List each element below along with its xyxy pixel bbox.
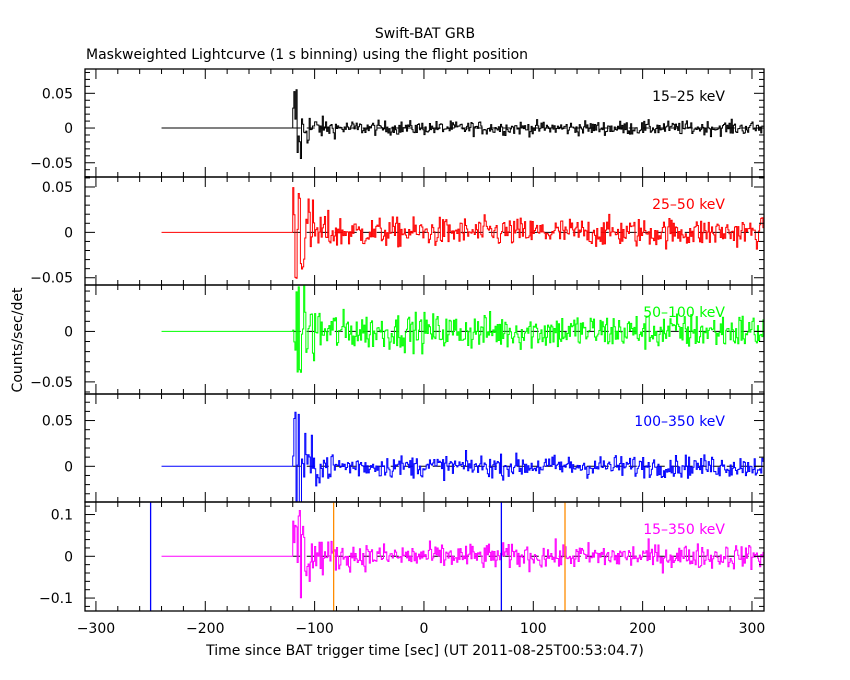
y-axis-label: Counts/sec/det <box>10 287 26 392</box>
series-line <box>161 411 764 503</box>
series-line <box>161 187 764 279</box>
panel-energy-label: 50–100 keV <box>643 305 725 321</box>
panel-frame <box>84 68 765 178</box>
y-tick-label: −0.1 <box>39 591 73 607</box>
x-tick-label: −300 <box>77 621 115 637</box>
y-tick-label: 0.1 <box>51 508 73 524</box>
panel-4: −0.1 0 0.1 15–350 keV <box>39 501 765 612</box>
y-tick-label: 0 <box>64 121 73 137</box>
y-tick-label: −0.05 <box>30 271 73 287</box>
panel-energy-label: 15–25 keV <box>652 89 725 105</box>
y-tick-label: −0.05 <box>30 375 73 391</box>
y-tick-label: 0.05 <box>42 180 73 196</box>
x-tick-label: 200 <box>629 621 656 637</box>
panel-0: −0.05 0 0.05 15–25 keV <box>30 68 765 178</box>
panel-3: 0 0.05 100–350 keV <box>42 393 765 503</box>
chart-title: Swift-BAT GRB <box>375 26 475 42</box>
y-tick-label: 0 <box>64 549 73 565</box>
series-line <box>161 284 764 373</box>
x-tick-label: 300 <box>739 621 766 637</box>
x-tick-label: −100 <box>295 621 333 637</box>
x-axis-label: Time since BAT trigger time [sec] (UT 20… <box>205 643 644 659</box>
series-line <box>161 89 764 160</box>
panel-energy-label: 15–350 keV <box>643 522 725 538</box>
panel-2: −0.05 0 50–100 keV <box>30 284 765 395</box>
y-tick-label: 0 <box>64 225 73 241</box>
y-tick-label: 0 <box>64 459 73 475</box>
y-tick-label: 0.05 <box>42 86 73 102</box>
panel-1: −0.05 0 0.05 25–50 keV <box>30 176 765 287</box>
x-tick-label: 0 <box>419 621 428 637</box>
panel-frame <box>84 393 765 503</box>
panel-energy-label: 100–350 keV <box>634 414 725 430</box>
y-tick-label: 0.05 <box>42 414 73 430</box>
panel-energy-label: 25–50 keV <box>652 197 725 213</box>
x-tick-label: −200 <box>186 621 224 637</box>
x-tick-label: 100 <box>520 621 547 637</box>
y-tick-label: −0.05 <box>30 156 73 172</box>
series-line <box>161 509 764 599</box>
chart-subtitle: Maskweighted Lightcurve (1 s binning) us… <box>86 47 528 63</box>
y-tick-label: 0 <box>64 324 73 340</box>
